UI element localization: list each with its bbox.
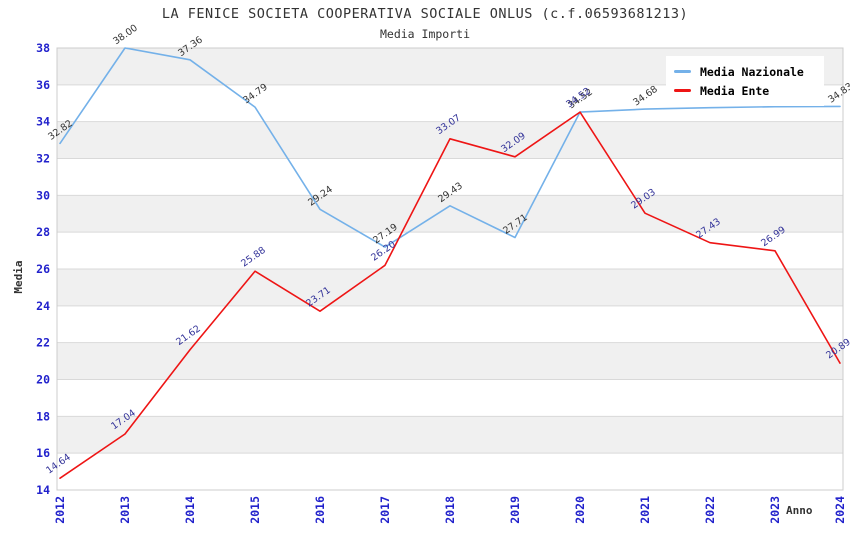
y-axis-title: Media xyxy=(12,260,25,294)
y-tick-label: 32 xyxy=(36,152,50,166)
y-tick-label: 22 xyxy=(36,336,50,350)
ente-line-swatch xyxy=(674,89,691,92)
nazionale-line[interactable] xyxy=(59,47,841,248)
legend-item-ente[interactable]: Media Ente xyxy=(674,81,816,100)
y-tick-label: 16 xyxy=(36,446,50,460)
nazionale-line-swatch xyxy=(674,70,691,73)
data-label: 34.68 xyxy=(631,84,660,109)
data-label: 38.00 xyxy=(111,23,140,48)
x-tick-label: 2024 xyxy=(833,496,847,524)
x-tick-label: 2021 xyxy=(638,496,652,524)
y-tick-label: 28 xyxy=(36,225,50,239)
x-tick-label: 2013 xyxy=(118,496,132,524)
y-tick-label: 18 xyxy=(36,409,50,423)
legend-label-nazionale: Media Nazionale xyxy=(700,64,804,79)
legend: Media Nazionale Media Ente xyxy=(666,56,824,106)
y-tick-label: 24 xyxy=(36,299,50,313)
ente-line[interactable] xyxy=(59,111,841,480)
y-tick-label: 36 xyxy=(36,78,50,92)
y-tick-label: 20 xyxy=(36,373,50,387)
x-tick-label: 2020 xyxy=(573,496,587,524)
grid-band xyxy=(57,416,843,454)
y-tick-label: 26 xyxy=(36,262,50,276)
grid-band xyxy=(57,195,843,233)
x-tick-label: 2019 xyxy=(508,496,522,524)
grid-band xyxy=(57,342,843,380)
legend-item-nazionale[interactable]: Media Nazionale xyxy=(674,62,816,81)
grid-band xyxy=(57,269,843,306)
x-tick-label: 2022 xyxy=(703,496,717,524)
y-tick-label: 38 xyxy=(36,41,50,55)
plot-border xyxy=(56,47,844,491)
y-tick-label: 30 xyxy=(36,188,50,202)
x-tick-label: 2016 xyxy=(313,496,327,524)
chart-subtitle: Media Importi xyxy=(379,27,470,41)
data-label: 25.88 xyxy=(239,245,268,270)
x-tick-label: 2014 xyxy=(183,496,197,524)
x-axis-title: Anno xyxy=(786,504,813,517)
legend-label-ente: Media Ente xyxy=(700,83,770,98)
x-tick-label: 2015 xyxy=(248,496,262,524)
x-tick-label: 2012 xyxy=(53,496,67,524)
y-tick-label: 14 xyxy=(36,483,50,497)
x-tick-label: 2023 xyxy=(768,496,782,524)
data-label: 26.20 xyxy=(369,239,398,264)
y-tick-label: 34 xyxy=(36,115,50,129)
x-tick-label: 2018 xyxy=(443,496,457,524)
data-label: 34.79 xyxy=(241,82,270,107)
x-tick-label: 2017 xyxy=(378,496,392,524)
chart-title: LA FENICE SOCIETA COOPERATIVA SOCIALE ON… xyxy=(161,6,689,22)
